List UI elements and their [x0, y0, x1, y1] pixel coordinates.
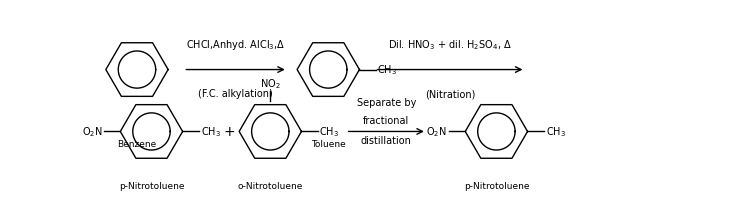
Text: o-Nitrotoluene: o-Nitrotoluene	[238, 181, 303, 190]
Text: O$_2$N: O$_2$N	[82, 125, 102, 139]
Text: CHCl,Anhyd. AlCl$_3$,$\Delta$: CHCl,Anhyd. AlCl$_3$,$\Delta$	[186, 38, 285, 52]
Text: distillation: distillation	[361, 136, 411, 146]
Text: Separate by: Separate by	[357, 97, 416, 107]
Text: Benzene: Benzene	[117, 140, 156, 149]
Text: Toluene: Toluene	[311, 140, 346, 149]
Text: p-Nitrotoluene: p-Nitrotoluene	[119, 181, 184, 190]
Text: CH$_3$: CH$_3$	[200, 125, 221, 139]
Text: Dil. HNO$_3$ + dil. H$_2$SO$_4$, $\Delta$: Dil. HNO$_3$ + dil. H$_2$SO$_4$, $\Delta…	[388, 38, 512, 52]
Text: CH$_3$: CH$_3$	[545, 125, 565, 139]
Text: p-Nitrotoluene: p-Nitrotoluene	[464, 181, 529, 190]
Text: (Nitration): (Nitration)	[425, 89, 475, 99]
Text: CH$_3$: CH$_3$	[319, 125, 340, 139]
Text: O$_2$N: O$_2$N	[426, 125, 447, 139]
Text: fractional: fractional	[363, 116, 409, 126]
Text: (F.C. alkylation): (F.C. alkylation)	[198, 89, 273, 99]
Text: CH$_3$: CH$_3$	[378, 63, 397, 77]
Text: +: +	[224, 125, 236, 139]
Text: NO$_2$: NO$_2$	[260, 76, 280, 90]
